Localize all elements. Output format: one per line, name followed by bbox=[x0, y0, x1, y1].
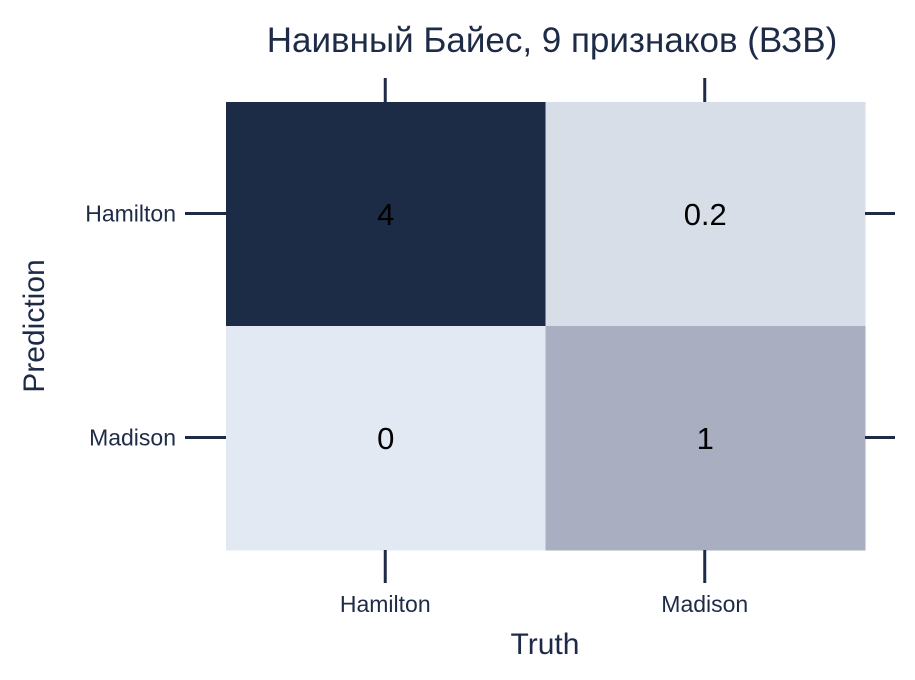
heatmap-cell bbox=[545, 326, 866, 551]
heatmap-cell bbox=[226, 326, 546, 551]
y-tick-label: Hamilton bbox=[85, 201, 176, 227]
cell-value-label: 1 bbox=[697, 421, 714, 456]
cell-value-label: 0 bbox=[377, 421, 394, 456]
x-tick-label: Madison bbox=[661, 591, 748, 617]
heatmap-cell bbox=[545, 102, 866, 327]
x-tick-label: Hamilton bbox=[340, 591, 431, 617]
heatmap-cell bbox=[226, 102, 546, 327]
chart-title: Наивный Байес, 9 признаков (ВЗВ) bbox=[267, 21, 838, 60]
x-axis-label: Truth bbox=[511, 628, 580, 661]
cell-value-label: 4 bbox=[377, 197, 394, 232]
y-tick-label: Madison bbox=[89, 425, 176, 451]
y-axis-label: Prediction bbox=[18, 259, 51, 392]
cell-value-label: 0.2 bbox=[684, 197, 727, 232]
